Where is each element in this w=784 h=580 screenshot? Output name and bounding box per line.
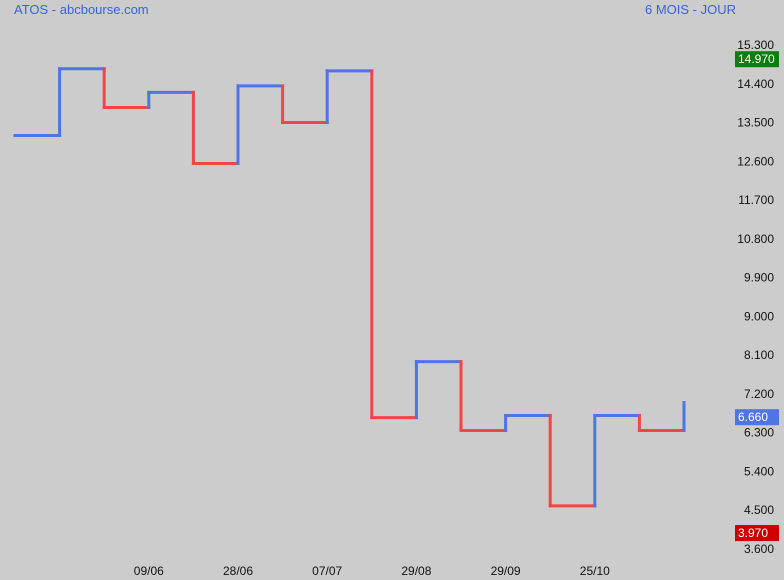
x-axis-ticks: 09/06 28/06 07/07 29/08 29/09 25/10	[134, 564, 610, 578]
y-tick-label: 15.300	[737, 38, 774, 52]
y-tick-label: 9.900	[744, 271, 774, 285]
high-price-badge-label: 14.970	[738, 52, 775, 66]
last-price-badge-label: 6.660	[738, 410, 768, 424]
low-price-badge-bg	[735, 525, 779, 542]
y-tick-label: 5.400	[744, 464, 774, 478]
y-axis-ticks: 15.300 14.400 13.500 12.600 11.700 10.800 9.90…	[737, 38, 774, 556]
y-tick-label: 4.500	[744, 503, 774, 517]
y-tick-label: 10.800	[737, 232, 774, 246]
chart-symbol-source: ATOS - abcbourse.com	[14, 2, 149, 17]
y-tick-label: 9.000	[744, 309, 774, 323]
y-tick-label: 6.300	[744, 426, 774, 440]
y-tick-label: 8.100	[744, 348, 774, 362]
y-tick-label: 14.400	[737, 77, 774, 91]
last-price-badge-bg	[735, 409, 779, 426]
price-steps	[13, 67, 686, 508]
y-tick-label: 12.600	[737, 154, 774, 168]
y-tick-label: 3.600	[744, 542, 774, 556]
x-tick-label: 29/09	[491, 564, 521, 578]
x-tick-label: 09/06	[134, 564, 164, 578]
y-tick-label: 7.200	[744, 387, 774, 401]
low-price-badge-label: 3.970	[738, 526, 768, 540]
x-tick-label: 07/07	[312, 564, 342, 578]
y-tick-label: 13.500	[737, 116, 774, 130]
high-price-badge-bg	[735, 51, 779, 68]
x-tick-label: 28/06	[223, 564, 253, 578]
chart-period: 6 MOIS - JOUR	[644, 2, 736, 17]
x-tick-label: 29/08	[401, 564, 431, 578]
price-badges: 14.970 6.660 3.970	[735, 51, 779, 542]
x-tick-label: 25/10	[580, 564, 610, 578]
y-tick-label: 11.700	[738, 193, 774, 207]
